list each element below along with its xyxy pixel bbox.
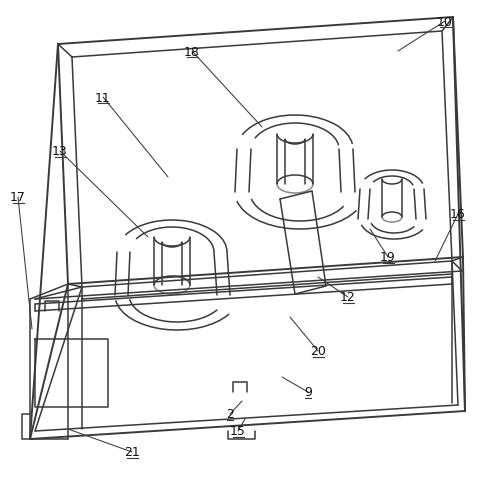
Text: 13: 13 [52, 145, 68, 158]
Text: 15: 15 [230, 425, 246, 438]
Text: 17: 17 [10, 191, 26, 204]
Text: 12: 12 [340, 291, 356, 304]
Text: 18: 18 [184, 46, 200, 59]
Text: 2: 2 [226, 408, 234, 420]
Text: 21: 21 [124, 445, 140, 458]
Text: 19: 19 [380, 251, 396, 264]
Text: 16: 16 [450, 208, 466, 221]
Text: 9: 9 [304, 386, 312, 399]
Text: 10: 10 [437, 15, 453, 28]
Text: 20: 20 [310, 345, 326, 358]
Text: 11: 11 [95, 91, 111, 104]
